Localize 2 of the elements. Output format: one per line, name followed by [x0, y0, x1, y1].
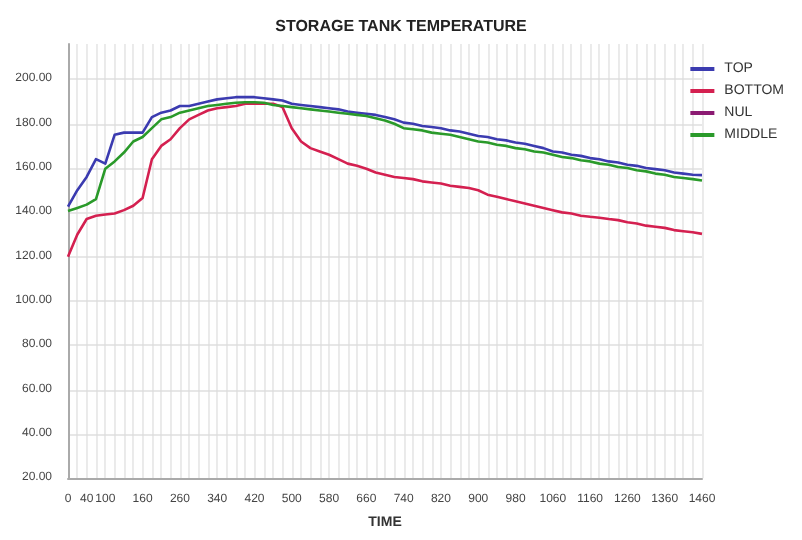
chart-title: STORAGE TANK TEMPERATURE — [275, 17, 529, 35]
line-series — [66, 102, 704, 258]
